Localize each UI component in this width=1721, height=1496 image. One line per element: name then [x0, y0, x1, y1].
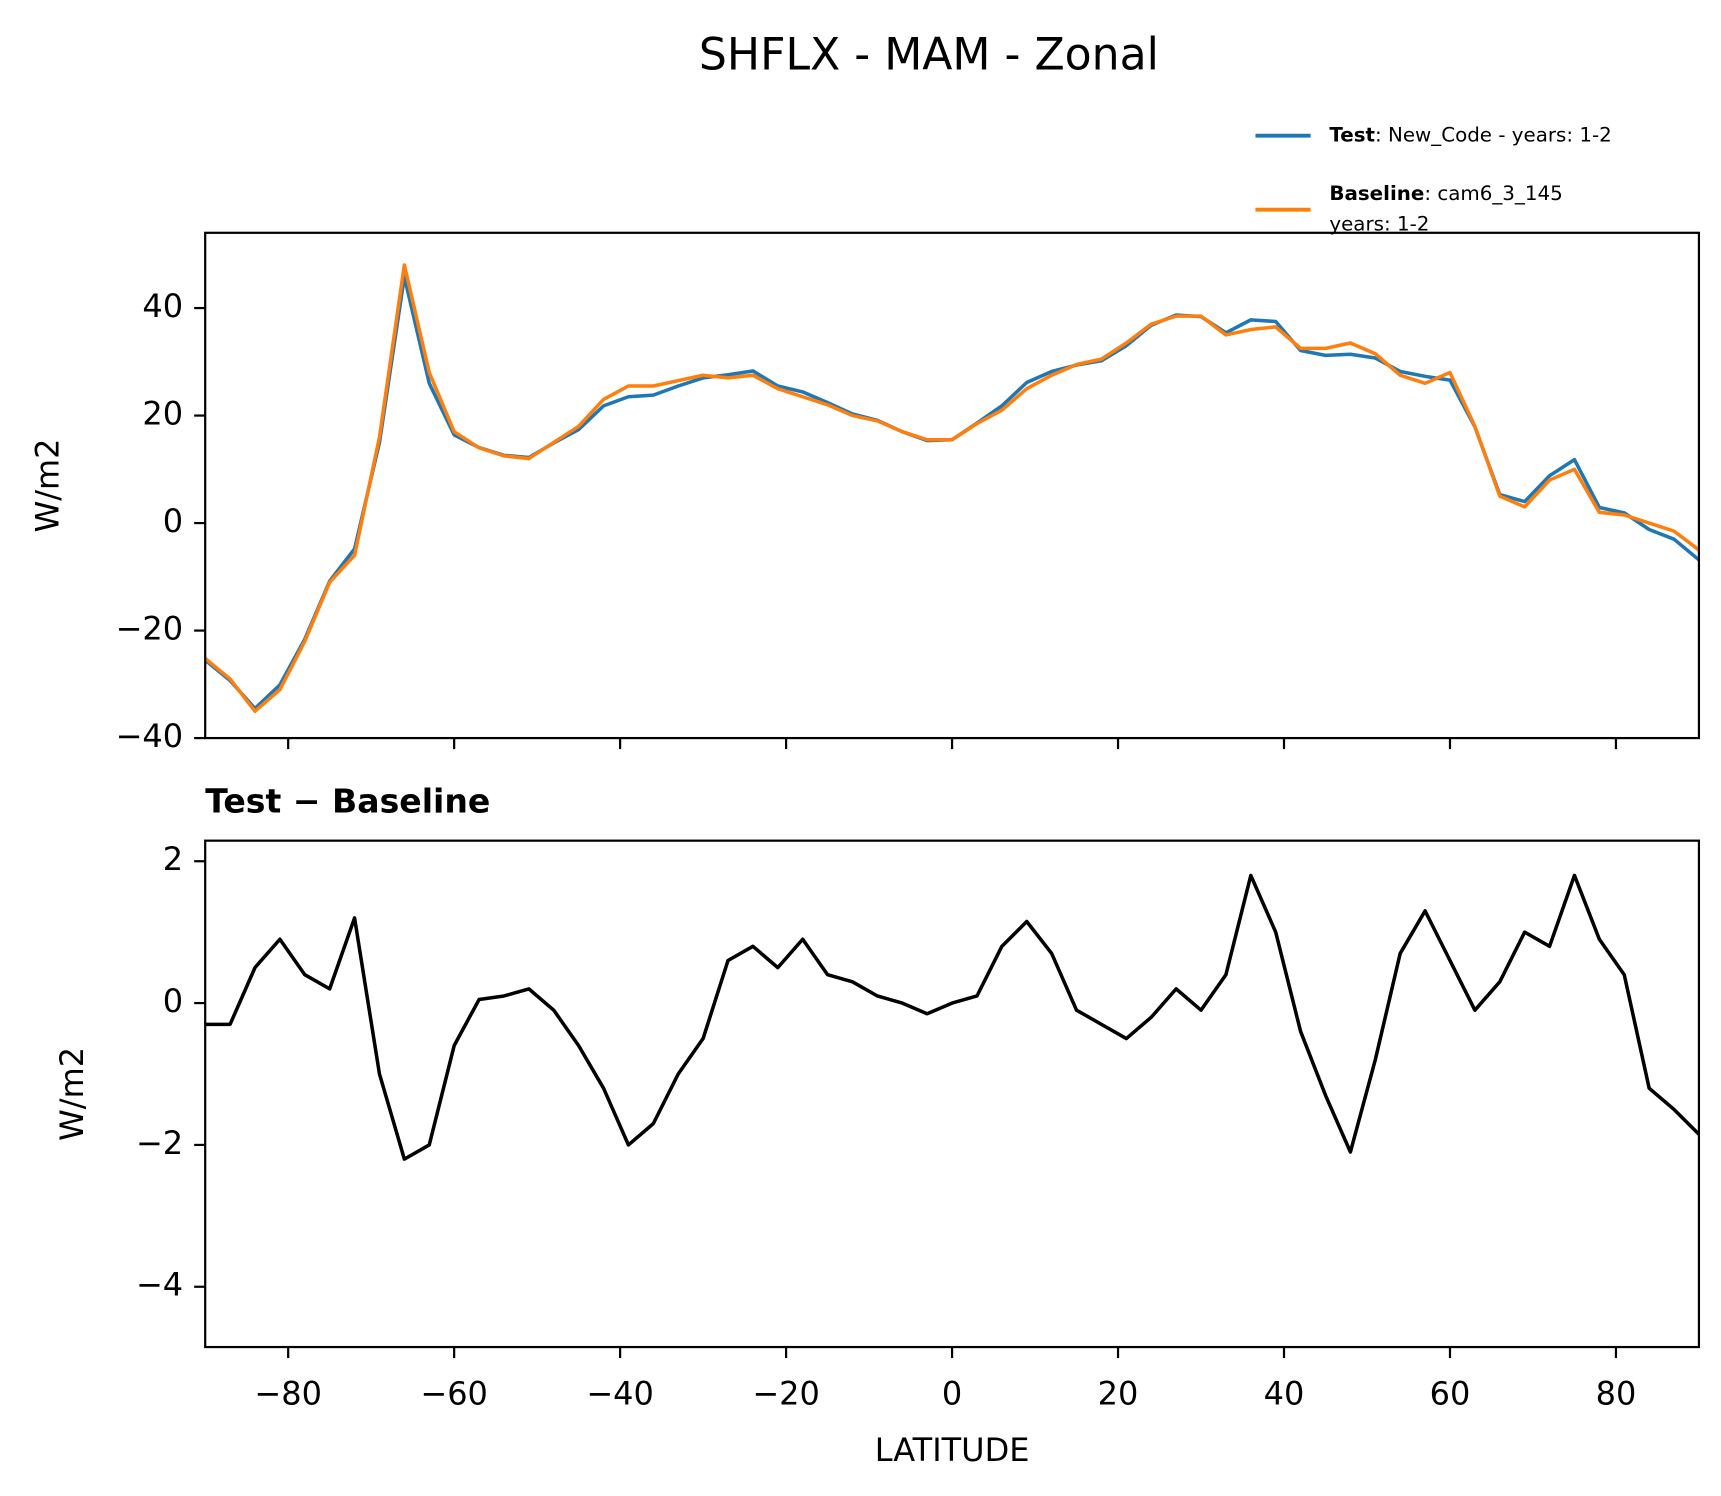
- x-axis-label: LATITUDE: [875, 1431, 1030, 1469]
- y-tick-label: 40: [142, 287, 183, 325]
- legend-name: Test: [1329, 123, 1375, 146]
- y-tick-label: −40: [116, 717, 184, 755]
- y-axis-label: W/m2: [29, 438, 67, 532]
- legend-label: Test: New_Code - years: 1-2: [1329, 123, 1611, 146]
- legend-description: : cam6_3_145: [1424, 182, 1562, 205]
- y-tick-label: −4: [136, 1266, 183, 1304]
- x-tick-label: −80: [254, 1375, 321, 1413]
- y-tick-label: 2: [163, 840, 183, 878]
- y-tick-label: −2: [136, 1124, 183, 1162]
- legend-label: years: 1-2: [1329, 213, 1429, 236]
- x-tick-label: 60: [1430, 1375, 1471, 1413]
- data-line: [205, 263, 1699, 713]
- x-tick-label: −20: [752, 1375, 820, 1413]
- figure-title: SHFLX - MAM - Zonal: [699, 29, 1159, 80]
- y-tick-label: 0: [163, 982, 183, 1020]
- subplot-title: Test − Baseline: [205, 782, 490, 821]
- legend-name: Baseline: [1329, 182, 1424, 205]
- y-tick-label: 0: [163, 502, 183, 540]
- x-tick-label: 40: [1264, 1375, 1305, 1413]
- plot-frame: [204, 839, 1701, 1349]
- x-tick-label: 80: [1596, 1375, 1637, 1413]
- x-tick-label: −60: [420, 1375, 488, 1413]
- y-tick-label: 20: [142, 395, 183, 433]
- data-line: [205, 873, 1699, 1161]
- plot-frame: [204, 231, 1701, 740]
- x-tick-label: 20: [1098, 1375, 1139, 1413]
- y-tick-label: −20: [116, 610, 184, 648]
- x-tick-label: −40: [586, 1375, 654, 1413]
- legend-label: Baseline: cam6_3_145: [1329, 182, 1562, 205]
- x-tick-label: 0: [942, 1375, 962, 1413]
- legend-description: : New_Code - years: 1-2: [1375, 123, 1612, 146]
- y-axis-label: W/m2: [53, 1047, 91, 1141]
